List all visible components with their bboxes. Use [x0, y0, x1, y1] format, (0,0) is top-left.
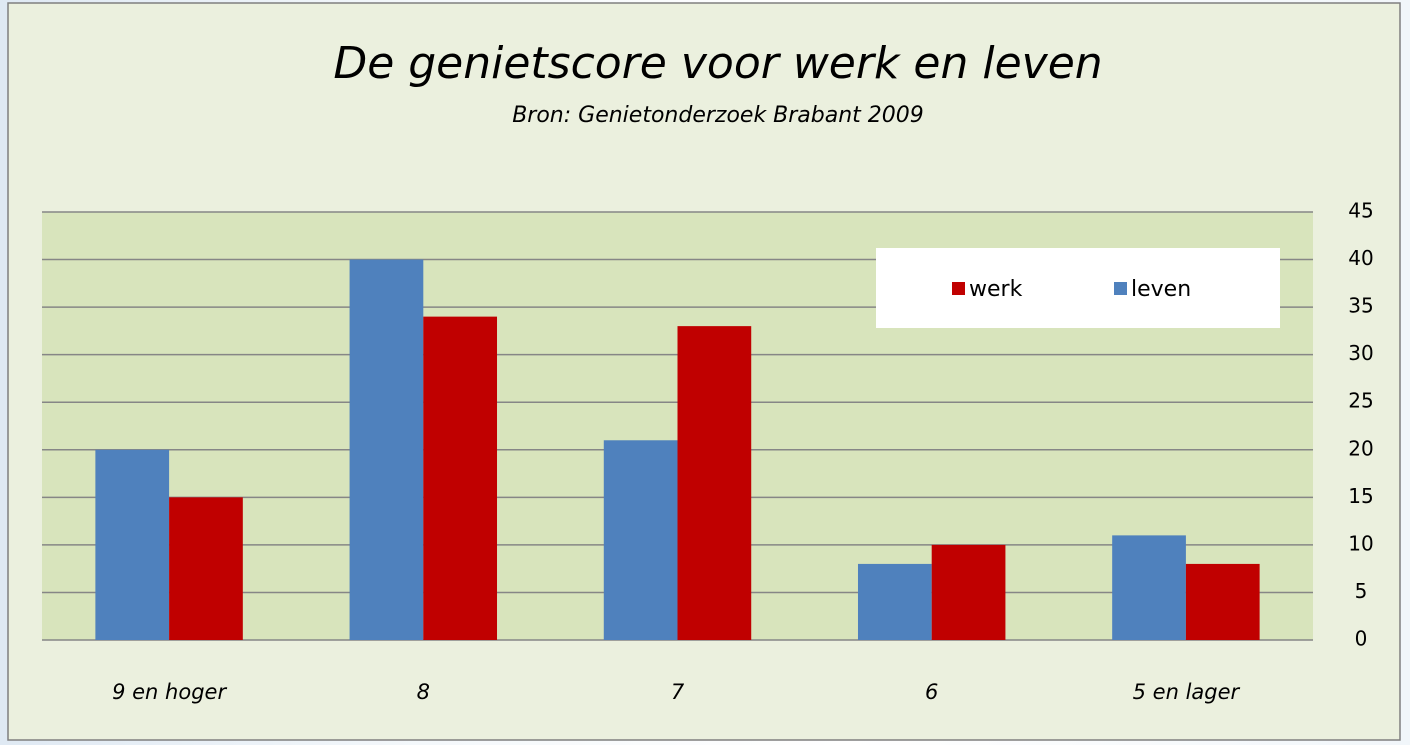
bar	[1185, 563, 1260, 640]
y-tick-label: 20	[1348, 436, 1373, 460]
bar	[1112, 535, 1186, 640]
chart-title: De genietscore voor werk en leven	[333, 38, 1102, 89]
bar	[857, 563, 932, 640]
y-tick-label: 35	[1348, 294, 1373, 318]
legend-label: leven	[1131, 277, 1191, 302]
y-tick-label: 5	[1355, 579, 1368, 603]
y-tick-label: 15	[1348, 484, 1373, 508]
legend-swatch	[1114, 282, 1127, 295]
bar	[677, 326, 752, 640]
chart-subtitle: Bron: Genietonderzoek Brabant 2009	[512, 103, 924, 128]
y-tick-label: 0	[1355, 627, 1368, 651]
y-tick-label: 25	[1348, 389, 1373, 413]
y-tick-label: 40	[1348, 246, 1373, 270]
bar	[423, 316, 498, 640]
x-tick-label: 8	[417, 680, 430, 704]
legend-swatch	[952, 282, 965, 295]
x-tick-label: 6	[925, 680, 938, 704]
x-tick-label: 7	[671, 680, 685, 704]
legend-box	[876, 248, 1280, 328]
legend-label: werk	[969, 277, 1023, 302]
x-tick-label: 5 en lager	[1133, 680, 1241, 704]
bar	[931, 544, 1006, 640]
bar	[169, 497, 243, 640]
y-tick-label: 30	[1348, 341, 1373, 365]
y-tick-label: 10	[1348, 531, 1373, 555]
y-tick-label: 45	[1348, 199, 1373, 223]
bar	[349, 259, 424, 640]
bar	[95, 449, 170, 640]
x-tick-label: 9 en hoger	[112, 680, 227, 704]
bar	[603, 440, 678, 640]
